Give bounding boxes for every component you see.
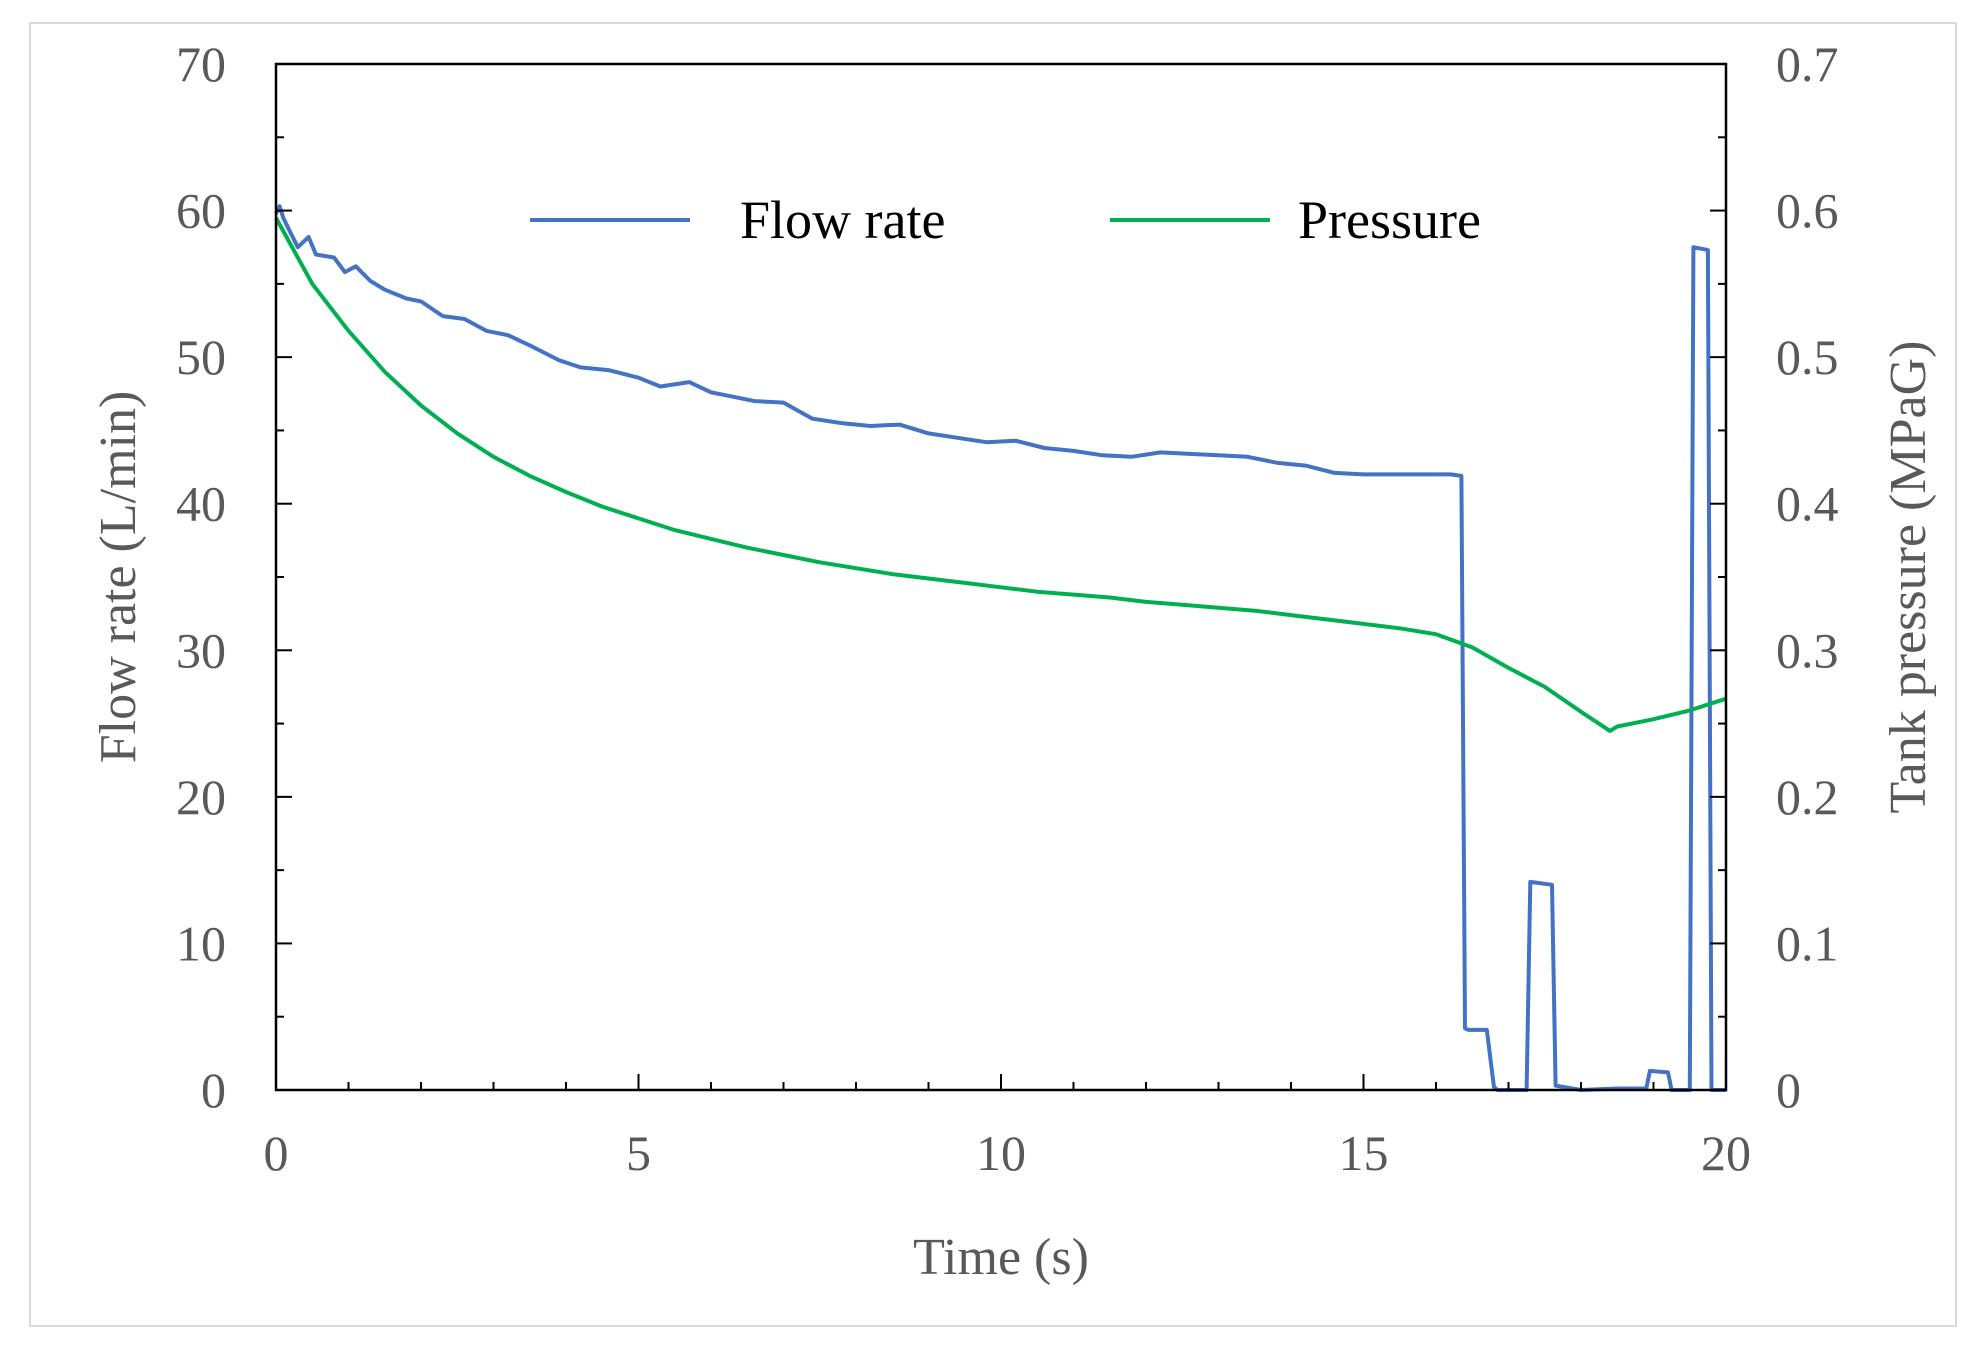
chart-frame	[29, 22, 1957, 1327]
y-left-tick-label: 10	[176, 915, 226, 971]
plot-area	[274, 62, 1728, 1092]
x-axis-title: Time (s)	[913, 1229, 1089, 1286]
y-right-tick-label: 0.1	[1776, 915, 1839, 971]
legend-label-pressure: Pressure	[1298, 190, 1481, 250]
series-line-flow-rate	[274, 204, 1726, 1092]
y-left-tick-label: 40	[176, 476, 226, 532]
x-tick-label: 15	[1339, 1125, 1389, 1181]
series-layer	[274, 204, 1727, 1092]
y-right-tick-label: 0	[1776, 1062, 1801, 1118]
y-right-tick-label: 0.4	[1776, 476, 1839, 532]
y-left-tick-label: 0	[201, 1062, 226, 1118]
labels-layer: 0 5 10 15 20 0 10 20 30 40 50 60 70 0 0.1 0.2 0.3 0.4 0.5 0…	[176, 36, 1839, 1181]
y-left-tick-label: 50	[176, 329, 226, 385]
x-tick-label: 5	[626, 1125, 651, 1181]
ticks-layer	[275, 63, 1727, 1091]
x-tick-label: 10	[976, 1125, 1026, 1181]
y-left-tick-label: 30	[176, 622, 226, 678]
series-line-pressure	[274, 216, 1727, 733]
y-left-axis-title: Flow rate (L/min)	[90, 391, 147, 764]
y-right-axis-title: Tank pressure (MPaG)	[1880, 341, 1937, 814]
y-right-tick-label: 0.6	[1776, 183, 1839, 239]
y-right-tick-label: 0.3	[1776, 622, 1839, 678]
x-tick-label: 20	[1701, 1125, 1751, 1181]
x-tick-label: 0	[264, 1125, 289, 1181]
y-right-tick-label: 0.7	[1776, 36, 1839, 92]
y-left-tick-label: 20	[176, 769, 226, 825]
legend-label-flow-rate: Flow rate	[740, 190, 945, 250]
y-left-tick-label: 70	[176, 36, 226, 92]
legend: Flow rate Pressure	[530, 190, 1481, 250]
y-left-tick-label: 60	[176, 183, 226, 239]
y-right-tick-label: 0.2	[1776, 769, 1839, 825]
y-right-tick-label: 0.5	[1776, 329, 1839, 385]
